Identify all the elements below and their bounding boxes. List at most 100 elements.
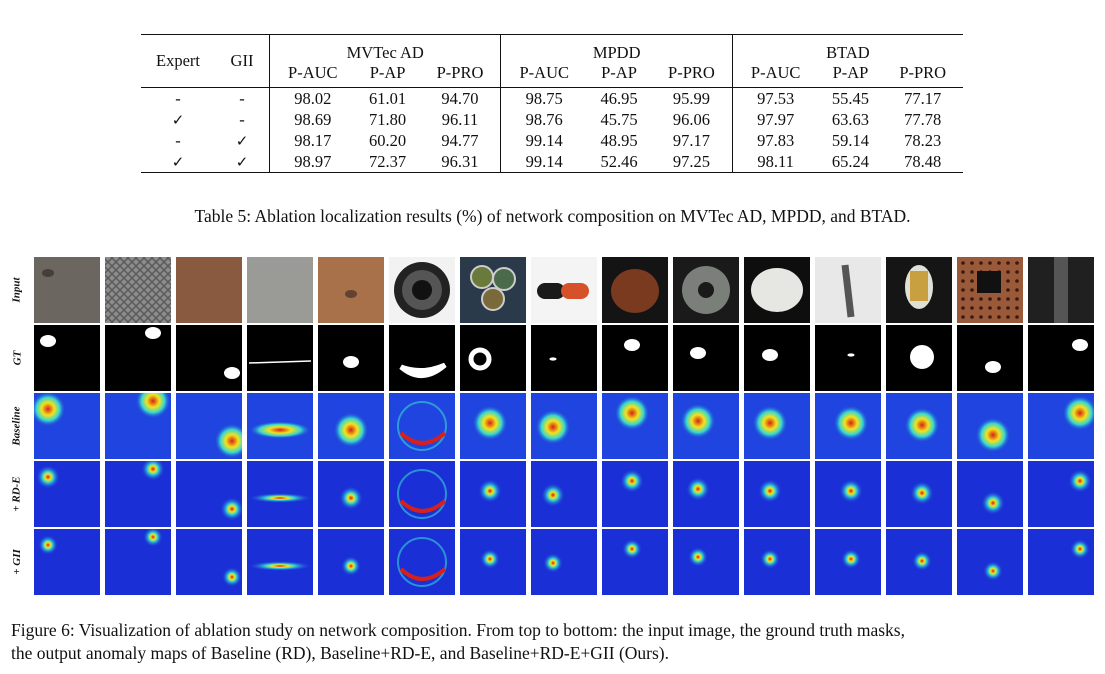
input-image (886, 257, 952, 323)
rd-e-map (815, 461, 881, 527)
expert-cell: - (141, 87, 215, 109)
value-cell: 98.02 (268, 87, 356, 109)
row-label: + RD-E (0, 461, 34, 527)
value-cell: 99.14 (500, 130, 588, 151)
baseline-map (531, 393, 597, 459)
value-cell: 65.24 (818, 151, 883, 173)
value-cell: 48.95 (600, 130, 638, 150)
baseline-map (673, 393, 739, 459)
rd-e-map (389, 461, 455, 527)
gii-map (34, 529, 100, 595)
value-cell: 94.70 (419, 87, 501, 109)
header-metric: P-AP (832, 63, 869, 82)
expert-cell: ✓ (141, 151, 215, 173)
figure-caption-line-2: the output anomaly maps of Baseline (RD)… (11, 643, 670, 663)
input-image (318, 257, 384, 323)
rd-e-map (460, 461, 526, 527)
rd-e-map (318, 461, 384, 527)
results-table: Expert GII MVTec AD MPDD BTAD P-AUC P-AP… (141, 34, 963, 173)
gii-map (602, 529, 668, 595)
header-metric: P-AUC (731, 63, 819, 88)
gii-map (531, 529, 597, 595)
rd-e-map (105, 461, 171, 527)
row-label-text: + RD-E (11, 476, 23, 512)
baseline-map (247, 393, 313, 459)
value-cell: 46.95 (587, 87, 651, 109)
value-cell: 55.45 (818, 87, 883, 109)
value-cell: 98.11 (731, 151, 819, 173)
gt-mask (176, 325, 242, 391)
gt-mask (105, 325, 171, 391)
baseline-map (602, 393, 668, 459)
input-image (34, 257, 100, 323)
rd-e-map (1028, 461, 1094, 527)
rd-e-map (34, 461, 100, 527)
value-cell: 97.83 (731, 130, 819, 151)
baseline-map (105, 393, 171, 459)
row-label-text: + GII (11, 549, 23, 575)
header-metric: P-PRO (436, 63, 484, 82)
baseline-map (318, 393, 384, 459)
row-label: + GII (0, 529, 34, 595)
gii-map (957, 529, 1023, 595)
value-cell: 52.46 (587, 151, 651, 173)
baseline-map (1028, 393, 1094, 459)
baseline-map (460, 393, 526, 459)
gii-map (389, 529, 455, 595)
gii-cell: ✓ (215, 151, 270, 173)
value-cell: 72.37 (355, 151, 420, 173)
gt-mask (34, 325, 100, 391)
header-metric: P-AUC (268, 63, 356, 88)
row-label-text: GT (10, 350, 23, 366)
gt-mask (673, 325, 739, 391)
row-label-text: Input (10, 277, 23, 303)
value-cell: 99.14 (500, 151, 588, 173)
table-header-row-2: P-AUC P-AP P-PRO P-AUC P-AP P-PRO P-AUC … (141, 63, 963, 88)
gt-mask (815, 325, 881, 391)
input-image (602, 257, 668, 323)
row-label-text: Baseline (11, 406, 23, 446)
input-image (176, 257, 242, 323)
gii-map (815, 529, 881, 595)
gii-map (673, 529, 739, 595)
table-body: - -98.02 61.01 94.70 98.75 46.95 95.99 97.53 55.… (141, 87, 963, 173)
gii-cell: ✓ (235, 131, 249, 150)
figure-caption-line-1: Figure 6: Visualization of ablation stud… (11, 620, 905, 640)
gii-map (886, 529, 952, 595)
gt-mask (886, 325, 952, 391)
rd-e-map (531, 461, 597, 527)
value-cell: 97.97 (731, 109, 819, 130)
value-cell: 97.25 (650, 151, 733, 173)
value-cell: 98.76 (500, 109, 588, 130)
value-cell: 96.06 (672, 109, 710, 129)
value-cell: 96.31 (419, 151, 501, 173)
table-header-row-1: Expert GII MVTec AD MPDD BTAD (141, 34, 963, 88)
value-cell: 61.01 (355, 87, 420, 109)
header-group-btad: BTAD (731, 34, 963, 63)
gii-cell: - (239, 109, 245, 129)
rd-e-map (247, 461, 313, 527)
input-image (389, 257, 455, 323)
header-metric: P-AP (369, 63, 406, 82)
gii-map (1028, 529, 1094, 595)
baseline-map (957, 393, 1023, 459)
input-image (815, 257, 881, 323)
gii-map (105, 529, 171, 595)
baseline-map (886, 393, 952, 459)
header-metric: P-AUC (500, 63, 588, 88)
figure-caption: Figure 6: Visualization of ablation stud… (11, 619, 1101, 665)
input-image (957, 257, 1023, 323)
input-image (1028, 257, 1094, 323)
value-cell: 60.20 (369, 130, 407, 150)
value-cell: 97.53 (731, 87, 819, 109)
gii-map (744, 529, 810, 595)
ablation-table: Expert GII MVTec AD MPDD BTAD P-AUC P-AP… (141, 34, 963, 173)
input-image (744, 257, 810, 323)
value-cell: 98.75 (500, 87, 588, 109)
value-cell: 71.80 (369, 109, 407, 129)
row-label: GT (0, 325, 34, 391)
gt-mask (531, 325, 597, 391)
value-cell: 63.63 (831, 109, 869, 129)
row-label: Baseline (0, 393, 34, 459)
value-cell: 77.78 (904, 109, 942, 129)
